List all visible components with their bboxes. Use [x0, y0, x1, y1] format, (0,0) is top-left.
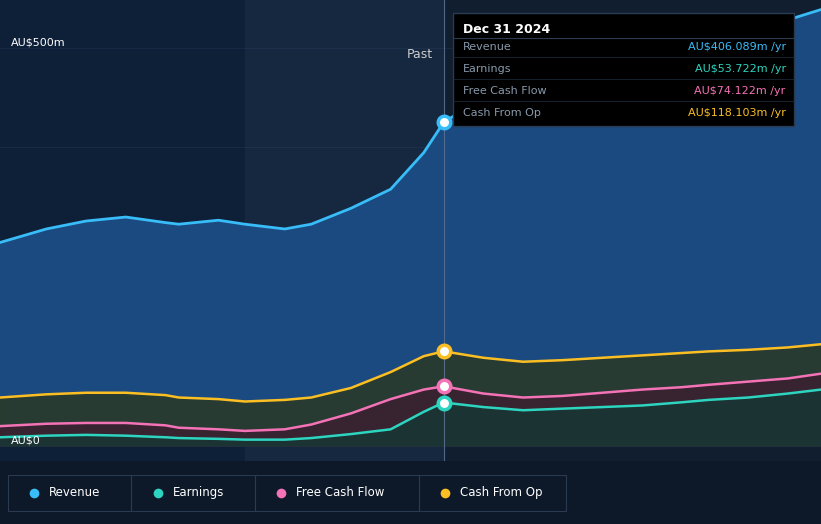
Text: Free Cash Flow: Free Cash Flow	[296, 486, 384, 499]
Bar	[443, 0, 821, 461]
Text: AU$406.089m /yr: AU$406.089m /yr	[687, 42, 786, 52]
Text: Past: Past	[407, 48, 433, 61]
Text: AU$0: AU$0	[11, 435, 40, 445]
Text: Dec 31 2024: Dec 31 2024	[463, 23, 550, 36]
Text: Free Cash Flow: Free Cash Flow	[463, 86, 547, 96]
Text: Analysts Forecasts: Analysts Forecasts	[454, 48, 571, 61]
Text: AU$53.722m /yr: AU$53.722m /yr	[695, 64, 786, 74]
Text: Earnings: Earnings	[172, 486, 224, 499]
Text: Revenue: Revenue	[49, 486, 101, 499]
Text: Earnings: Earnings	[463, 64, 511, 74]
Text: AU$118.103m /yr: AU$118.103m /yr	[688, 108, 786, 118]
Text: Revenue: Revenue	[463, 42, 511, 52]
Text: Cash From Op: Cash From Op	[460, 486, 542, 499]
Text: AU$500m: AU$500m	[11, 38, 65, 48]
Bar	[0, 0, 443, 461]
Text: AU$74.122m /yr: AU$74.122m /yr	[695, 86, 786, 96]
Text: Cash From Op: Cash From Op	[463, 108, 541, 118]
Bar	[245, 0, 443, 461]
